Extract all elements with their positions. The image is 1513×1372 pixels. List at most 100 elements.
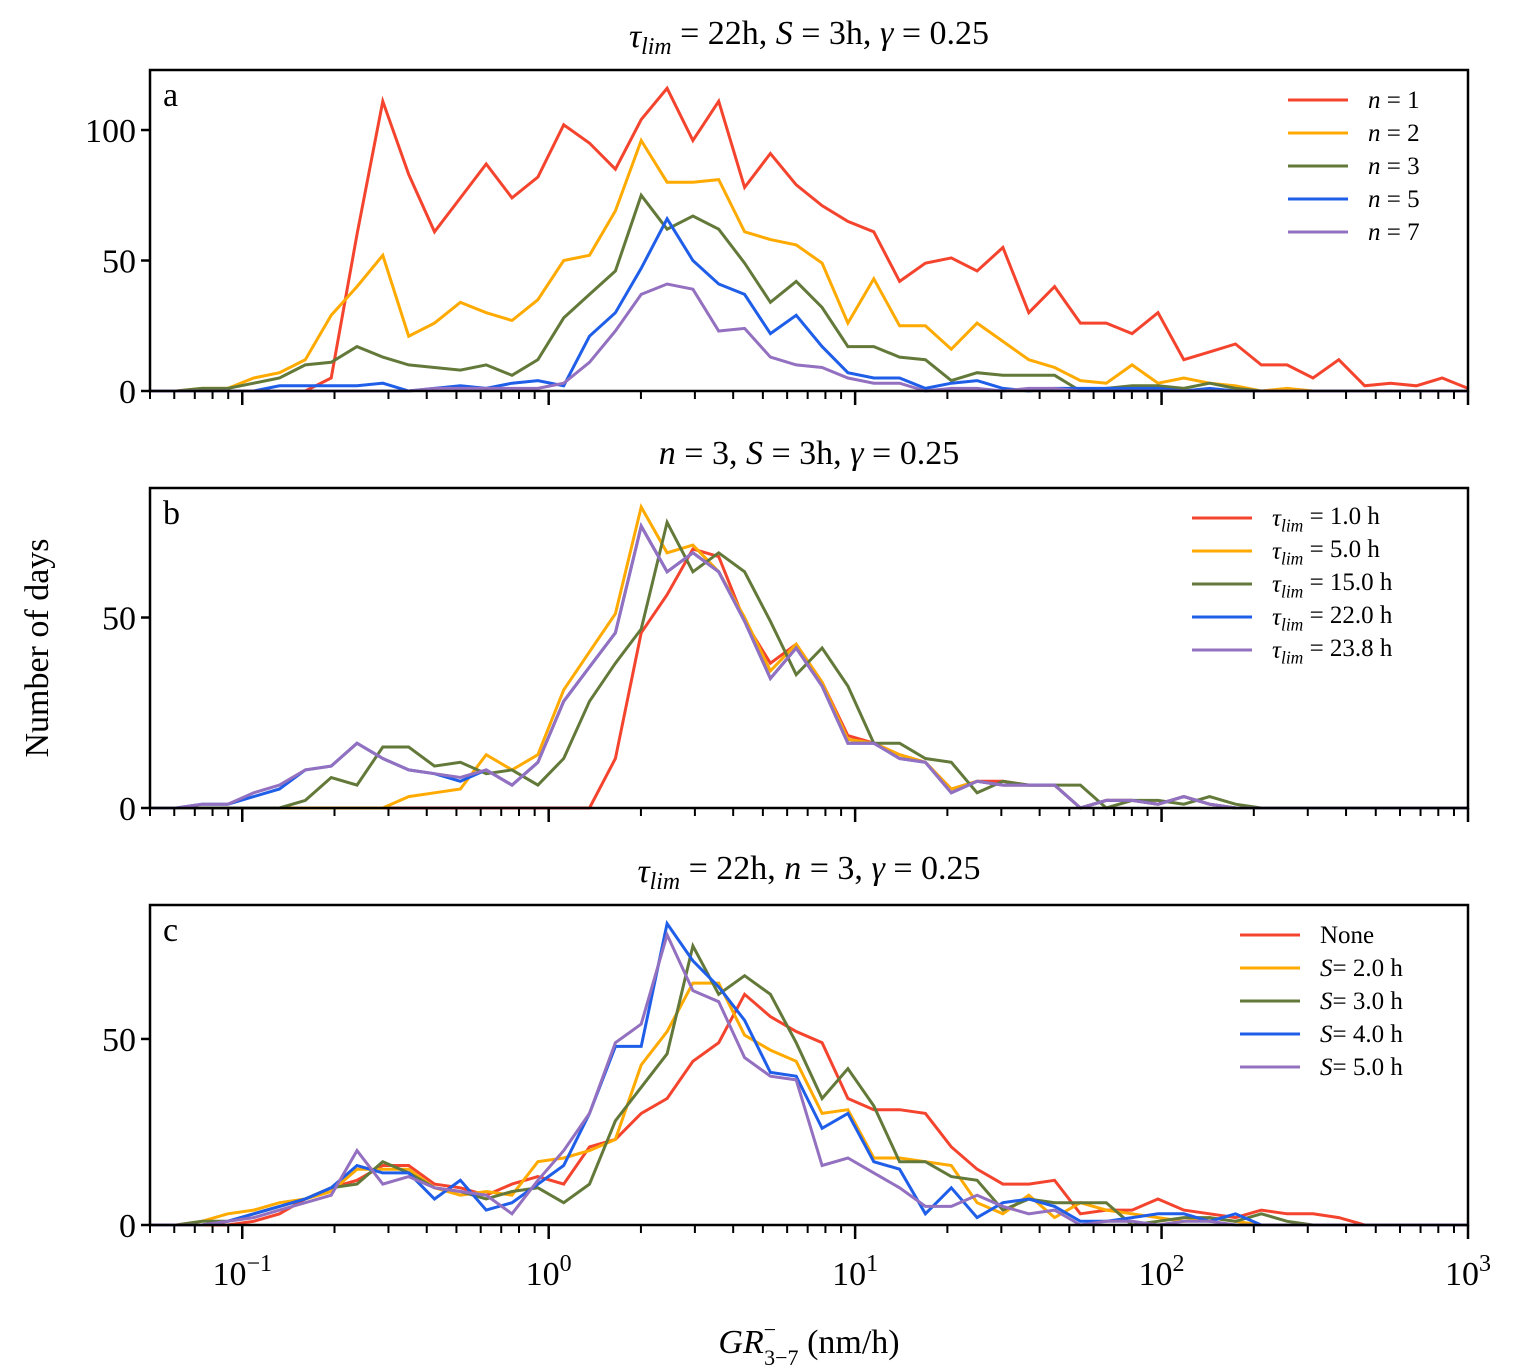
x-tick-label: 100	[526, 1251, 572, 1293]
legend-label-part: = 5.0 h	[1333, 1054, 1404, 1081]
y-tick-label: 50	[102, 1022, 136, 1059]
panel-letter: c	[163, 912, 178, 949]
y-axis-label: Number of days	[19, 538, 56, 757]
series-line--lim-5-0-h	[150, 502, 1468, 810]
x-tick-base: 10	[526, 1256, 560, 1293]
legend-label: n = 2	[1368, 120, 1420, 147]
legend-label: τlim = 15.0 h	[1272, 569, 1393, 602]
panel-title: τlim = 22h, S = 3h, γ = 0.25	[629, 15, 989, 60]
series-line--lim-15-0-h	[150, 518, 1468, 810]
legend-label-part: = 2	[1381, 120, 1420, 147]
y-tick-label: 50	[102, 601, 136, 638]
legend-label-part: S	[1320, 1021, 1333, 1048]
panel-title-part: = 3,	[676, 435, 746, 472]
series-line-s-3-0-h	[150, 941, 1468, 1227]
series-line-none	[150, 991, 1468, 1227]
panel-title-part: = 3h,	[763, 435, 850, 472]
x-tick-exponent: 1	[866, 1251, 878, 1277]
panel-title-part: S	[746, 435, 763, 472]
legend-label-part: S	[1320, 955, 1333, 982]
panel-title-part: = 3h,	[793, 15, 880, 52]
legend-label-part: τ	[1272, 571, 1282, 598]
x-axis-label-part: GR	[718, 1324, 764, 1361]
y-tick-label: 0	[119, 374, 136, 411]
series-line--lim-23-8-h	[150, 522, 1468, 810]
x-tick-base: 10	[1139, 1256, 1173, 1293]
x-tick-exponent: 0	[560, 1251, 572, 1277]
legend-label-part: = 2.0 h	[1333, 955, 1404, 982]
legend-label-part: = 3	[1381, 153, 1420, 180]
panel-title-part: γ	[871, 850, 886, 887]
panel-title-part: = 3,	[801, 850, 871, 887]
legend-label: n = 5	[1368, 186, 1420, 213]
panel-title-part: τ	[629, 18, 643, 55]
panel-title-part: = 0.25	[893, 15, 989, 52]
x-tick-label: 101	[832, 1251, 878, 1293]
legend-label-part: τ	[1272, 604, 1282, 631]
y-tick-label: 0	[119, 791, 136, 828]
plot-frame	[148, 68, 1470, 393]
legend-label-part: lim	[1281, 614, 1303, 634]
legend-label-part: None	[1320, 922, 1374, 949]
legend-label: n = 1	[1368, 87, 1420, 114]
panel-title-part: n	[659, 435, 676, 472]
legend-label-part: = 5	[1381, 186, 1420, 213]
legend-label-part: lim	[1281, 647, 1303, 667]
legend-label-part: τ	[1272, 538, 1282, 565]
panel-title-part: = 22h,	[672, 15, 776, 52]
legend-label: None	[1320, 922, 1374, 949]
legend-label: τlim = 1.0 h	[1272, 503, 1380, 536]
panel-letter: a	[163, 77, 178, 114]
y-tick-label: 100	[85, 113, 136, 150]
legend-label-part: S	[1320, 1054, 1333, 1081]
legend-label: S= 3.0 h	[1320, 988, 1403, 1015]
plot-frame	[148, 903, 1470, 1227]
legend-label-part: n	[1368, 87, 1381, 114]
series-line--lim-1-0-h	[150, 547, 1468, 810]
panel-title-part: = 0.25	[885, 850, 981, 887]
panel-title-part: τ	[637, 853, 651, 890]
panel-title: τlim = 22h, n = 3, γ = 0.25	[637, 850, 980, 895]
legend-label-part: lim	[1281, 515, 1303, 535]
legend-label-part: lim	[1281, 581, 1303, 601]
x-tick-label: 103	[1445, 1251, 1491, 1293]
legend-label-part: = 3.0 h	[1333, 988, 1404, 1015]
y-tick-label: 50	[102, 244, 136, 281]
panel-title-part: = 22h,	[680, 850, 784, 887]
x-tick-label: 10−1	[212, 1251, 272, 1293]
series-line-n-1	[150, 85, 1468, 393]
legend-label-part: = 23.8 h	[1303, 635, 1393, 662]
panel-title-part: γ	[880, 15, 895, 52]
panel-title-part: γ	[850, 435, 865, 472]
legend-label-part: = 5.0 h	[1303, 536, 1380, 563]
legend-label-part: = 15.0 h	[1303, 569, 1393, 596]
legend-label-part: lim	[1281, 548, 1303, 568]
legend-label-part: = 1.0 h	[1303, 503, 1380, 530]
x-tick-exponent: −1	[246, 1251, 272, 1277]
series-group	[150, 85, 1468, 393]
x-axis-label: GR− 3−7 (nm/h)	[718, 1317, 899, 1370]
legend-label-part: n	[1368, 186, 1381, 213]
series-group	[150, 502, 1468, 810]
panel-a: τlim = 22h, S = 3h, γ = 0.25 0 50 100 a n = 1…	[85, 15, 1470, 411]
series-line-n-7	[150, 282, 1468, 393]
legend-label: τlim = 22.0 h	[1272, 602, 1393, 635]
x-tick-exponent: 2	[1173, 1251, 1185, 1277]
x-tick-label: 102	[1139, 1251, 1185, 1293]
legend-label-part: = 4.0 h	[1333, 1021, 1404, 1048]
legend-label-part: = 22.0 h	[1303, 602, 1393, 629]
x-tick-exponent: 3	[1479, 1251, 1491, 1277]
legend-label-part: S	[1320, 988, 1333, 1015]
panel-title-part: S	[776, 15, 793, 52]
x-axis-label-part: 3−7	[764, 1345, 798, 1370]
legend-label-part: n	[1368, 153, 1381, 180]
legend-label: n = 7	[1368, 219, 1420, 246]
y-tick-label: 0	[119, 1208, 136, 1245]
x-axis-label-part: (nm/h)	[799, 1324, 900, 1361]
legend-label: τlim = 23.8 h	[1272, 635, 1393, 668]
x-tick-base: 10	[832, 1256, 866, 1293]
